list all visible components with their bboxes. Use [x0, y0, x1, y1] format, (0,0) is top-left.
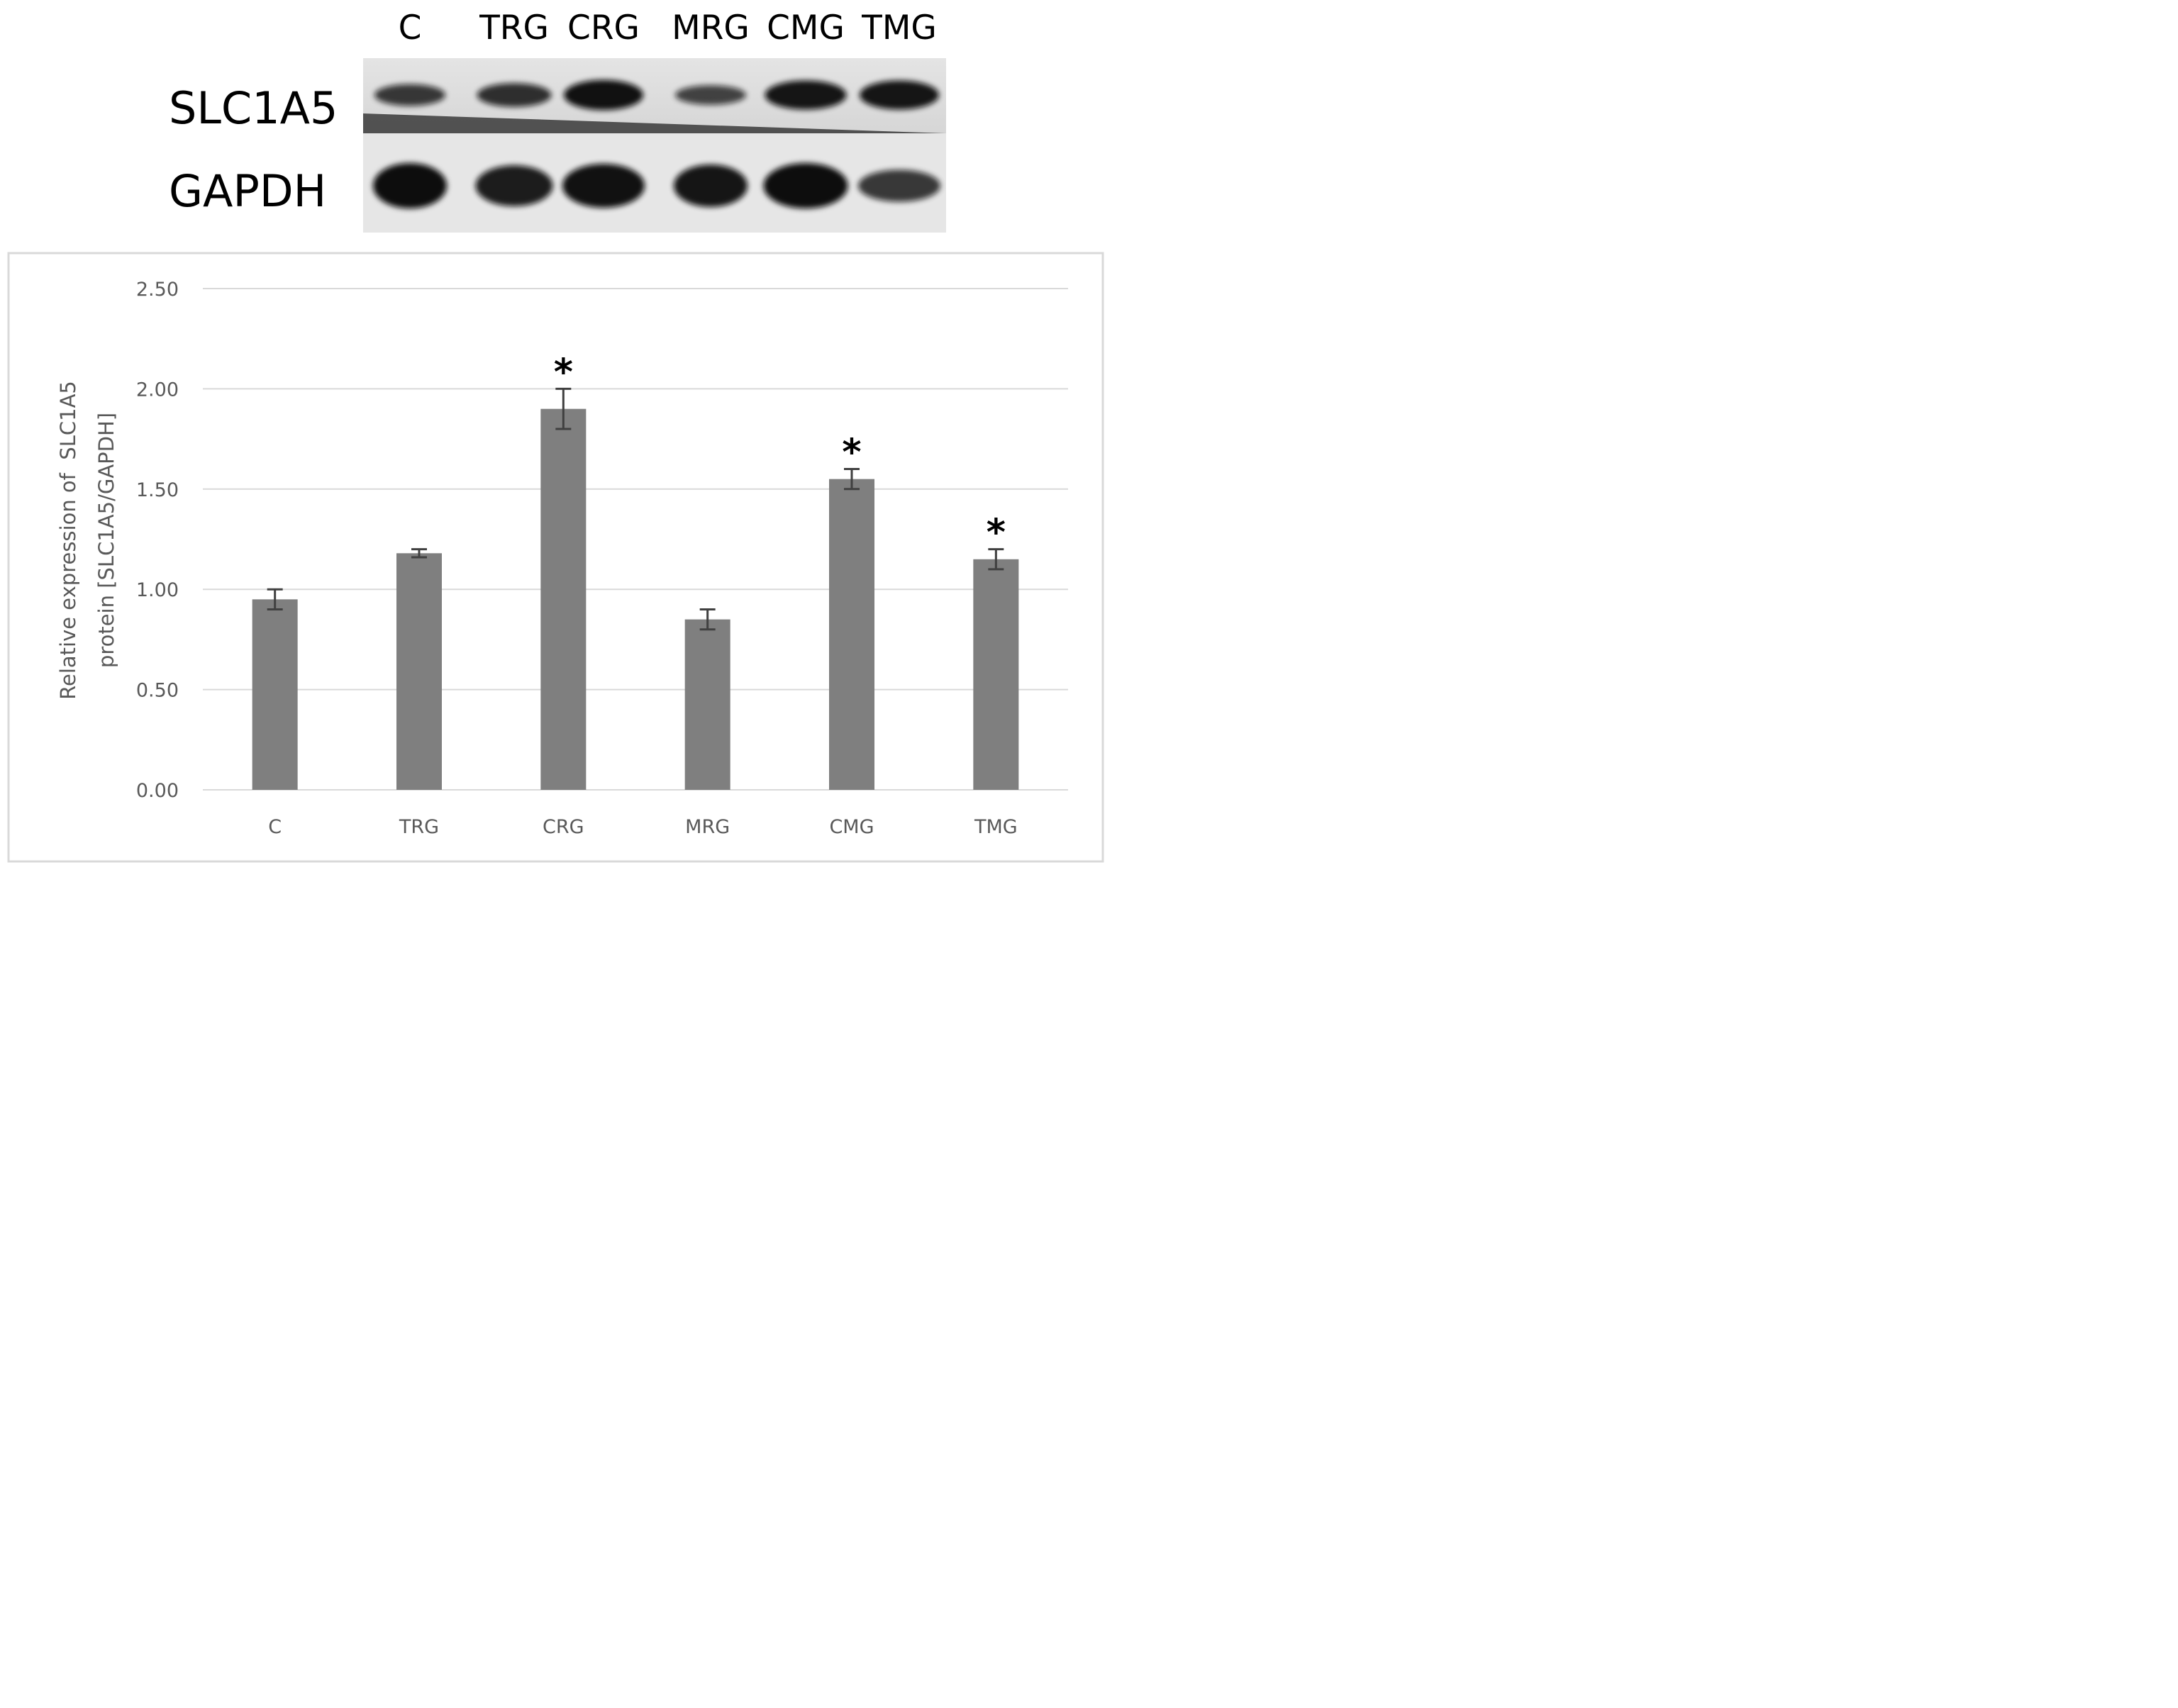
- lane-label-tmg: TMG: [861, 9, 937, 48]
- protein-label-gapdh: GAPDH: [169, 165, 326, 217]
- slc1a5-band-trg: [477, 83, 552, 107]
- y-tick-label: 0.00: [136, 780, 179, 802]
- membrane-edge-shadow: [363, 113, 946, 133]
- figure: C TRG CRG MRG CMG TMG SLC1A5 GAPDH 0.000…: [7, 9, 1104, 863]
- slc1a5-band-tmg: [860, 80, 939, 110]
- gapdh-band-trg: [475, 165, 553, 206]
- lane-label-c: C: [399, 9, 422, 48]
- y-tick-label: 1.50: [136, 479, 179, 501]
- bar-chart-panel: 0.000.501.001.502.002.50 *** C TRG CRG MRG C…: [7, 252, 1104, 863]
- y-axis-title-line-2: protein [SLC1A5/GAPDH]: [94, 413, 118, 668]
- blot-membrane-gapdh: [363, 133, 946, 233]
- error-bar-trg: [411, 548, 427, 559]
- lane-label-trg: TRG: [479, 9, 549, 48]
- significance-markers: * * *: [554, 351, 1006, 554]
- error-bar-mrg: [699, 608, 716, 631]
- x-tick-label-c: C: [268, 816, 282, 838]
- x-tick-label-tmg: TMG: [974, 816, 1018, 838]
- lane-label-mrg: MRG: [672, 9, 750, 48]
- y-tick-label: 1.00: [136, 579, 179, 601]
- slc1a5-bands: [374, 79, 939, 111]
- gapdh-band-crg: [562, 164, 645, 208]
- y-tick-label: 2.50: [136, 279, 179, 301]
- error-bar-tmg: [988, 548, 1004, 571]
- gapdh-bands: [373, 163, 940, 208]
- protein-label-slc1a5: SLC1A5: [169, 82, 338, 134]
- bar-trg: [396, 553, 442, 790]
- gridlines: [203, 288, 1068, 791]
- gapdh-band-tmg: [858, 169, 940, 202]
- western-blot-panel: C TRG CRG MRG CMG TMG SLC1A5 GAPDH: [169, 9, 946, 233]
- significance-star-cmg: *: [842, 432, 861, 474]
- error-bar-crg: [555, 387, 572, 430]
- bar-mrg: [684, 619, 730, 790]
- x-axis-tick-labels: C TRG CRG MRG CMG TMG: [268, 816, 1017, 838]
- slc1a5-band-c: [374, 84, 445, 106]
- bar-crg: [540, 408, 587, 790]
- x-tick-label-crg: CRG: [543, 816, 584, 838]
- y-tick-label: 0.50: [136, 680, 179, 702]
- lane-label-cmg: CMG: [767, 9, 845, 48]
- bars: [252, 408, 1019, 790]
- error-bar-cmg: [844, 468, 860, 491]
- gapdh-band-mrg: [674, 164, 748, 207]
- gapdh-band-c: [373, 163, 447, 208]
- x-tick-label-trg: TRG: [399, 816, 439, 838]
- y-axis-tick-labels: 0.00 0.50 1.00 1.50 2.00 2.50: [136, 279, 179, 802]
- gapdh-band-cmg: [763, 163, 848, 208]
- x-tick-label-cmg: CMG: [829, 816, 874, 838]
- bar-c: [252, 599, 298, 790]
- slc1a5-band-cmg: [765, 80, 847, 110]
- error-bars: [267, 387, 1004, 631]
- y-axis-title-line-1: Relative expression of SLC1A5: [56, 381, 80, 700]
- bar-cmg: [829, 479, 874, 790]
- bar-tmg: [973, 559, 1019, 790]
- error-bar-c: [267, 588, 283, 610]
- lane-label-crg: CRG: [567, 9, 640, 48]
- slc1a5-band-crg: [564, 79, 643, 111]
- significance-star-tmg: *: [987, 512, 1006, 554]
- x-tick-label-mrg: MRG: [685, 816, 730, 838]
- significance-star-crg: *: [554, 351, 573, 393]
- slc1a5-band-mrg: [675, 85, 746, 105]
- y-axis-title: Relative expression of SLC1A5 protein [S…: [56, 381, 118, 700]
- y-tick-label: 2.00: [136, 379, 179, 401]
